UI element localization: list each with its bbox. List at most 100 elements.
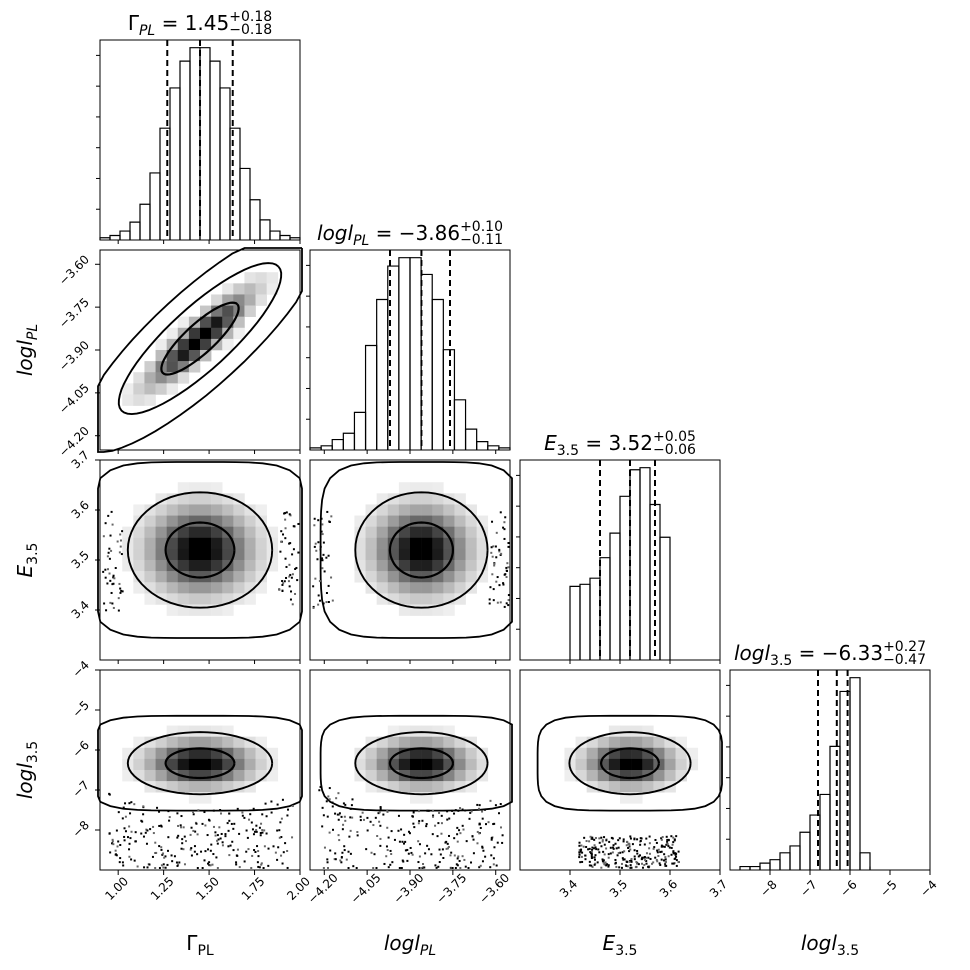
- density-cell: [465, 758, 477, 771]
- scatter-point: [418, 820, 421, 823]
- scatter-point: [622, 858, 625, 861]
- density-cell: [188, 482, 201, 494]
- density-cell: [675, 758, 687, 771]
- scatter-point: [379, 844, 382, 847]
- density-cell: [421, 582, 433, 594]
- scatter-point: [579, 850, 582, 853]
- scatter-point: [637, 855, 640, 858]
- scatter-point: [373, 853, 376, 856]
- scatter-point: [280, 854, 283, 857]
- density-cell: [166, 361, 179, 373]
- density-cell: [188, 515, 201, 527]
- scatter-point: [177, 824, 180, 827]
- scatter-point: [470, 810, 473, 813]
- scatter-point: [362, 818, 365, 821]
- density-cell: [166, 537, 179, 550]
- scatter-point: [328, 787, 331, 790]
- density-cell: [177, 316, 190, 329]
- scatter-point: [629, 866, 632, 869]
- scatter-point: [400, 867, 403, 869]
- density-cell: [387, 571, 400, 583]
- density-cell: [465, 781, 477, 793]
- scatter-point: [464, 809, 467, 812]
- scatter-point: [282, 533, 285, 536]
- density-cell: [211, 604, 223, 616]
- scatter-point: [123, 835, 126, 838]
- density-cell: [166, 593, 179, 605]
- scatter-point: [645, 837, 648, 840]
- scatter-point: [133, 859, 136, 862]
- scatter-point: [507, 566, 510, 569]
- scatter-point: [289, 598, 292, 601]
- x-tick-label: −4: [917, 877, 939, 899]
- scatter-point: [108, 547, 111, 550]
- scatter-point: [183, 835, 186, 838]
- scatter-point: [379, 806, 382, 809]
- hist-bar: [331, 438, 344, 450]
- scatter-point: [393, 838, 396, 841]
- scatter-point: [438, 861, 441, 864]
- scatter-point: [212, 809, 215, 812]
- density-cell: [233, 283, 245, 295]
- scatter-point: [345, 858, 348, 861]
- density-cell: [255, 582, 267, 594]
- density-cell: [266, 526, 279, 539]
- scatter-point: [643, 843, 646, 846]
- density-cell: [465, 526, 477, 539]
- scatter-point: [220, 832, 223, 835]
- scatter-panel-e35-vs-logl_35: [536, 714, 723, 869]
- density-cell: [177, 560, 190, 572]
- scatter-point: [592, 847, 595, 850]
- density-cell: [166, 515, 179, 527]
- scatter-point: [442, 856, 445, 859]
- scatter-point: [166, 849, 169, 852]
- scatter-point: [129, 837, 132, 840]
- scatter-point: [584, 858, 587, 861]
- label-subscript: PL: [25, 324, 41, 340]
- title-plus: +0.18: [229, 9, 272, 25]
- scatter-point: [285, 511, 288, 514]
- scatter-point: [482, 849, 485, 852]
- density-cell: [465, 560, 477, 572]
- density-cell: [155, 781, 167, 793]
- hist-bar: [109, 234, 121, 240]
- scatter-point: [108, 572, 111, 575]
- density-cell: [211, 526, 223, 539]
- scatter-point: [319, 545, 322, 548]
- density-cell: [410, 582, 422, 594]
- scatter-point: [495, 580, 498, 583]
- scatter-point: [123, 827, 126, 830]
- scatter-point: [630, 859, 633, 862]
- scatter-point: [622, 838, 625, 841]
- title-minus: −0.18: [229, 22, 272, 38]
- density-cell: [376, 504, 389, 516]
- scatter-point: [207, 862, 210, 865]
- scatter-point: [281, 583, 284, 586]
- scatter-point: [316, 558, 319, 561]
- scatter-point: [492, 857, 495, 860]
- scatter-point: [160, 848, 163, 851]
- density-cell: [398, 593, 411, 605]
- scatter-point: [129, 812, 132, 815]
- hist-bar: [229, 127, 241, 240]
- title-lhs: logl: [734, 641, 770, 665]
- scatter-point: [321, 533, 324, 536]
- contour-level-2: [568, 731, 692, 796]
- density-cell: [631, 747, 643, 760]
- scatter-point: [411, 853, 414, 856]
- density-cell: [376, 515, 389, 527]
- density-cell: [620, 792, 632, 804]
- hist-bar: [398, 257, 411, 450]
- scatter-point: [319, 785, 322, 788]
- density-cell: [675, 747, 687, 760]
- density-cell: [144, 736, 156, 749]
- scatter-point: [666, 840, 669, 843]
- scatter-point: [121, 590, 124, 593]
- scatter-panel-logl_pl-vs-logl_35: [318, 714, 513, 869]
- scatter-point: [468, 817, 471, 820]
- x-tick-label: 1.75: [239, 874, 268, 903]
- density-cell: [432, 747, 444, 760]
- scatter-point: [320, 530, 323, 533]
- hist-bar: [779, 852, 791, 870]
- x-tick-label: 1.00: [102, 874, 131, 903]
